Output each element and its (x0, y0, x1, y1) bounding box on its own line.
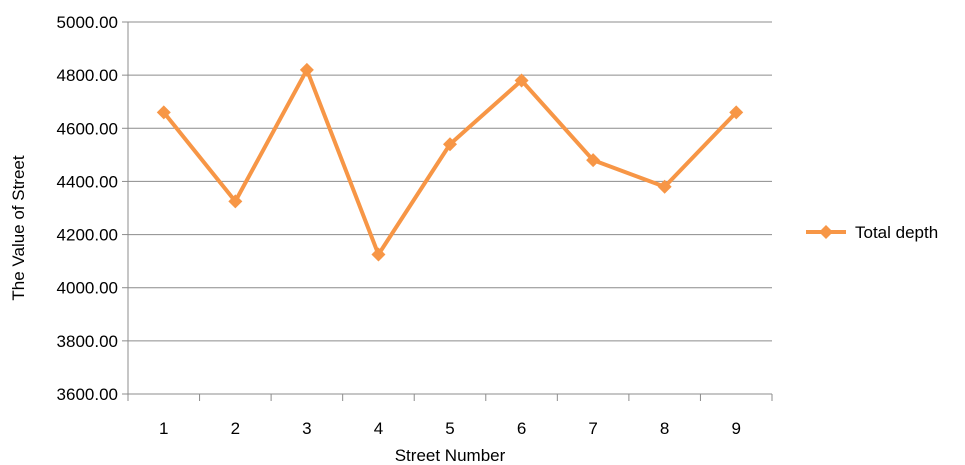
y-tick-label: 5000.00 (57, 13, 118, 32)
axes (127, 22, 772, 395)
y-tick-label: 3600.00 (57, 385, 118, 404)
legend: Total depth (806, 223, 938, 242)
y-tick-label: 3800.00 (57, 332, 118, 351)
gridlines (122, 21, 773, 401)
data-point-marker (371, 247, 386, 262)
data-point-marker (514, 73, 529, 88)
x-tick-labels: 1 2 3 4 5 6 7 8 9 (159, 419, 741, 438)
y-tick-label: 4000.00 (57, 279, 118, 298)
x-axis-title: Street Number (395, 446, 506, 465)
y-axis-title: The Value of Street (9, 155, 28, 300)
x-tick-label: 5 (445, 419, 454, 438)
data-point-marker (156, 105, 171, 120)
data-point-marker (299, 62, 314, 77)
y-tick-label: 4400.00 (57, 172, 118, 191)
data-point-marker (443, 137, 457, 152)
x-tick-label: 6 (517, 419, 526, 438)
x-tick-label: 3 (302, 419, 311, 438)
legend-label: Total depth (855, 223, 938, 242)
data-point-marker (586, 153, 601, 168)
x-tick-label: 1 (159, 419, 168, 438)
data-point-marker (729, 105, 744, 120)
x-tick-label: 8 (660, 419, 669, 438)
y-tick-label: 4800.00 (57, 66, 118, 85)
x-tick-label: 4 (374, 419, 383, 438)
x-tick-label: 7 (588, 419, 597, 438)
y-tick-label: 4200.00 (57, 226, 118, 245)
legend-diamond-marker (819, 225, 833, 239)
series-line (162, 67, 738, 257)
data-point-marker (228, 194, 243, 209)
y-tick-label: 4600.00 (57, 119, 118, 138)
series-layer (156, 62, 744, 262)
x-tick-label: 2 (231, 419, 240, 438)
data-point-marker (657, 179, 672, 194)
x-tick-label: 9 (731, 419, 740, 438)
y-tick-labels: 3600.00 3800.00 4000.00 4200.00 4400.00 4600.… (57, 13, 118, 404)
